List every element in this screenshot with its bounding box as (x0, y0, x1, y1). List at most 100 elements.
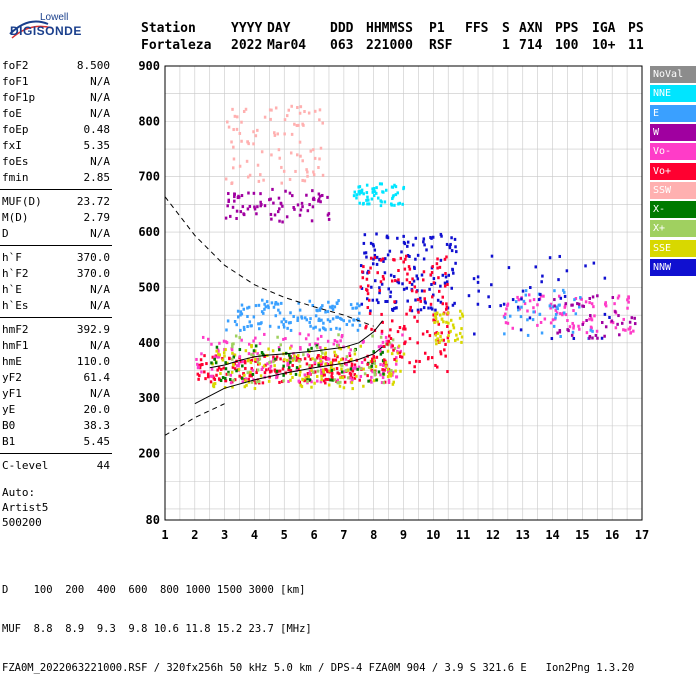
echo-point (540, 280, 543, 284)
echo-point (248, 173, 252, 177)
echo-point (307, 333, 310, 337)
echo-point (357, 185, 360, 189)
echo-point (317, 363, 320, 367)
echo-point (336, 378, 339, 382)
echo-point (203, 370, 206, 374)
echo-point (307, 111, 311, 115)
echo-point (290, 344, 293, 348)
echo-point (312, 326, 315, 330)
echo-point (588, 317, 591, 321)
echo-point (272, 355, 275, 359)
echo-point (429, 302, 433, 306)
echo-point (326, 357, 330, 361)
echo-point (392, 348, 395, 352)
echo-point (364, 326, 367, 330)
echo-point (375, 355, 379, 359)
echo-point (253, 387, 257, 391)
echo-point (310, 219, 314, 223)
echo-point (366, 202, 369, 206)
echo-point (311, 304, 314, 308)
echo-point (534, 265, 538, 269)
echo-point (261, 381, 265, 385)
echo-point (549, 321, 553, 325)
legend-item: NoVal (650, 66, 696, 83)
echo-point (443, 348, 446, 352)
echo-point (364, 251, 368, 255)
echo-point (237, 194, 240, 198)
echo-point (590, 318, 594, 322)
echo-point (283, 358, 286, 362)
echo-point (401, 333, 404, 337)
echo-point (383, 257, 387, 261)
echo-point (251, 352, 255, 356)
echo-point (532, 306, 535, 310)
echo-point (538, 312, 542, 316)
echo-point (456, 337, 459, 341)
echo-point (604, 325, 608, 329)
echo-point (551, 318, 555, 322)
auto-code: 500200 (2, 516, 42, 529)
echo-point (519, 315, 523, 319)
echo-point (223, 354, 226, 358)
echo-point (253, 205, 256, 209)
echo-point (369, 366, 372, 370)
echo-point (244, 379, 247, 383)
echo-point (213, 357, 216, 361)
echo-point (211, 374, 214, 378)
echo-point (455, 250, 458, 254)
auto-info: Auto: Artist5 500200 (2, 485, 48, 530)
echo-point (344, 357, 348, 361)
echo-point (435, 262, 439, 266)
y-tick-label: 600 (138, 225, 160, 239)
echo-point (337, 299, 340, 303)
echo-point (246, 314, 249, 318)
echo-point (380, 312, 383, 316)
echo-point (293, 122, 296, 126)
echo-point (422, 257, 426, 261)
echo-point (247, 352, 251, 356)
echo-point (437, 289, 441, 293)
echo-point (217, 377, 221, 381)
echo-point (289, 372, 292, 376)
echo-point (336, 371, 340, 375)
echo-point (210, 367, 214, 371)
echo-point (439, 313, 442, 317)
echo-point (313, 156, 317, 160)
parameter-name: foEp (2, 123, 29, 136)
echo-point (301, 159, 304, 163)
echo-point (408, 337, 412, 341)
echo-point (566, 319, 569, 323)
echo-point (243, 385, 247, 389)
echo-point (377, 196, 380, 200)
echo-point (305, 193, 308, 197)
echo-point (558, 303, 561, 307)
header-value: Mar04 (267, 38, 307, 53)
echo-point (263, 371, 267, 375)
parameter-separator (0, 189, 112, 190)
y-tick-label: 200 (138, 447, 160, 461)
echo-point (452, 271, 455, 275)
echo-point (258, 354, 261, 358)
echo-point (358, 323, 362, 327)
echo-point (562, 290, 566, 294)
echo-point (222, 351, 226, 355)
echo-point (292, 315, 295, 319)
parameter-name: hmF2 (2, 323, 29, 336)
echo-point (330, 364, 333, 368)
echo-point (406, 253, 410, 257)
echo-point (222, 366, 226, 370)
echo-point (630, 316, 634, 320)
echo-point (455, 333, 458, 337)
echo-point (278, 156, 281, 160)
echo-point (405, 312, 408, 316)
echo-point (281, 220, 284, 224)
echo-point (270, 153, 273, 157)
echo-point (256, 362, 260, 366)
echo-point (316, 309, 319, 313)
echo-point (430, 282, 433, 286)
echo-point (375, 255, 379, 259)
echo-point (286, 326, 289, 330)
echo-point (315, 344, 319, 348)
echo-point (267, 306, 270, 310)
echo-point (362, 192, 365, 196)
